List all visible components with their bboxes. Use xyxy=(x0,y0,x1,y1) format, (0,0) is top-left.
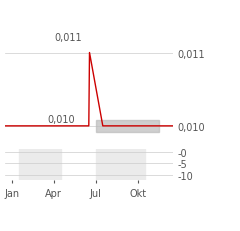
Bar xyxy=(96,121,159,132)
Text: 0,011: 0,011 xyxy=(54,32,82,42)
Text: 0,010: 0,010 xyxy=(47,115,75,125)
Bar xyxy=(96,150,145,180)
Bar xyxy=(19,150,61,180)
